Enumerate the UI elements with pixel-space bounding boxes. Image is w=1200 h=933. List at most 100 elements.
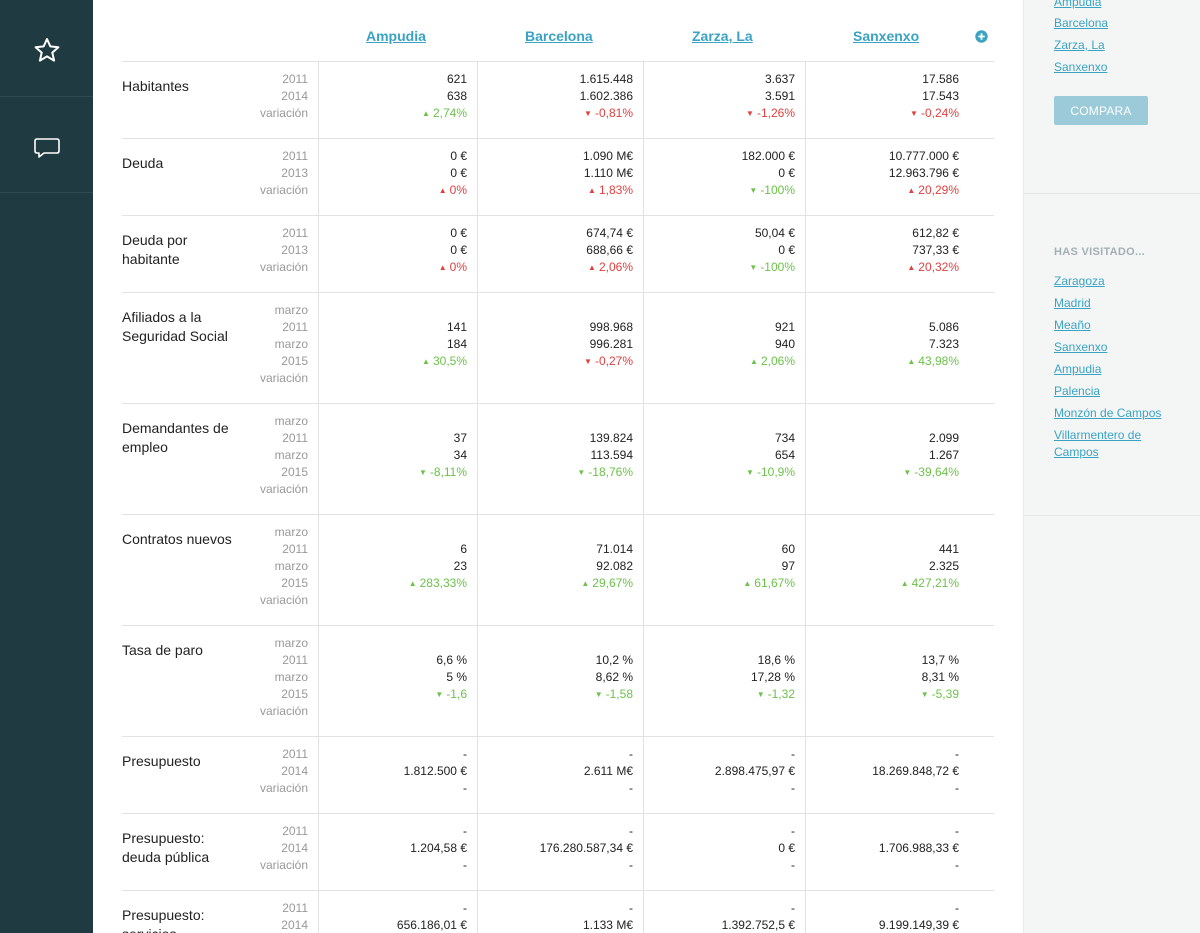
metric-value: - bbox=[791, 824, 795, 838]
visited-link[interactable]: Ampudia bbox=[1054, 362, 1102, 376]
column-divider bbox=[643, 61, 644, 138]
compare-list-item[interactable]: Sanxenxo bbox=[1054, 60, 1108, 74]
column-header-municipality[interactable]: Ampudia bbox=[366, 28, 426, 44]
row-divider bbox=[122, 61, 994, 62]
metric-value: 17.586 bbox=[922, 72, 959, 86]
column-divider bbox=[477, 625, 478, 736]
metric-value: 1.706.988,33 € bbox=[878, 841, 959, 855]
metric-value: 8,62 % bbox=[595, 670, 633, 684]
variation-value: ▼ -0,27% bbox=[584, 353, 633, 371]
variation-value: - bbox=[955, 858, 959, 872]
metric-value: 37 bbox=[453, 431, 467, 445]
period-label: 2011 bbox=[282, 542, 308, 556]
visited-link[interactable]: Villarmentero de Campos bbox=[1054, 428, 1142, 459]
variation-value: ▼ -8,11% bbox=[419, 464, 467, 482]
metric-value: - bbox=[955, 824, 959, 838]
metric-label: Deuda por habitante bbox=[122, 232, 188, 267]
metric-value: 2.898.475,97 € bbox=[714, 764, 795, 778]
column-divider bbox=[477, 813, 478, 890]
compare-list-item[interactable]: Ampudia bbox=[1054, 0, 1102, 9]
column-divider bbox=[805, 736, 806, 813]
visited-link[interactable]: Madrid bbox=[1054, 296, 1091, 310]
variation-value: - bbox=[955, 781, 959, 795]
variation-text: 43,98% bbox=[918, 354, 959, 368]
column-divider bbox=[805, 890, 806, 933]
variation-value: ▲ 29,67% bbox=[581, 575, 633, 593]
column-divider bbox=[318, 736, 319, 813]
variation-text: -5,39 bbox=[931, 687, 959, 701]
plus-circle-icon[interactable] bbox=[975, 30, 988, 43]
visited-link[interactable]: Palencia bbox=[1054, 384, 1101, 398]
variation-value: - bbox=[463, 781, 467, 795]
column-divider bbox=[318, 514, 319, 625]
column-divider bbox=[643, 813, 644, 890]
metric-value: 621 bbox=[446, 72, 467, 86]
variation-value: ▲ 2,06% bbox=[750, 353, 795, 371]
up-arrow-icon: ▲ bbox=[581, 579, 590, 588]
metric-value: 13,7 % bbox=[921, 653, 959, 667]
metric-value: - bbox=[791, 901, 795, 915]
metric-value: 18.269.848,72 € bbox=[872, 764, 959, 778]
variation-value: ▼ -10,9% bbox=[746, 464, 795, 482]
comment-button[interactable] bbox=[0, 100, 93, 196]
variation-value: ▲ 61,67% bbox=[743, 575, 795, 593]
down-arrow-icon: ▼ bbox=[903, 468, 912, 477]
compare-list-item[interactable]: Barcelona bbox=[1054, 16, 1109, 30]
down-arrow-icon: ▼ bbox=[910, 109, 918, 118]
metric-label: Tasa de paro bbox=[122, 642, 203, 658]
up-arrow-icon: ▲ bbox=[422, 109, 430, 118]
period-label: 2015 bbox=[281, 576, 308, 590]
sidebar-divider bbox=[0, 192, 93, 193]
metric-value: 734 bbox=[774, 431, 795, 445]
period-label: 2011 bbox=[282, 747, 308, 761]
period-label: 2014 bbox=[281, 764, 308, 778]
variation-value: ▲ 427,21% bbox=[901, 575, 959, 593]
column-header-municipality[interactable]: Barcelona bbox=[525, 28, 593, 44]
variation-text: -8,11% bbox=[429, 465, 467, 479]
variation-text: 2,74% bbox=[432, 106, 467, 120]
period-label: variación bbox=[259, 371, 308, 385]
column-divider bbox=[477, 403, 478, 514]
visited-link[interactable]: Monzón de Campos bbox=[1054, 406, 1162, 420]
metric-value: 92.082 bbox=[596, 559, 633, 573]
column-divider bbox=[318, 625, 319, 736]
row-divider bbox=[122, 736, 994, 737]
column-divider bbox=[477, 890, 478, 933]
column-header-municipality[interactable]: Zarza, La bbox=[692, 28, 753, 44]
metric-value: 23 bbox=[453, 559, 467, 573]
up-arrow-icon: ▲ bbox=[438, 263, 447, 272]
down-arrow-icon: ▼ bbox=[594, 690, 603, 699]
compare-list-item[interactable]: Zarza, La bbox=[1054, 38, 1105, 52]
period-label: 2015 bbox=[281, 354, 308, 368]
variation-value: ▼ -1,6 bbox=[435, 686, 467, 704]
metric-value: 921 bbox=[774, 320, 795, 334]
row-divider bbox=[122, 292, 994, 293]
row-divider bbox=[122, 514, 994, 515]
variation-text: -0,81% bbox=[594, 106, 633, 120]
column-header-municipality[interactable]: Sanxenxo bbox=[853, 28, 920, 44]
visited-link[interactable]: Meaño bbox=[1054, 318, 1091, 332]
variation-text: -0,27% bbox=[594, 354, 633, 368]
favorite-button[interactable] bbox=[0, 2, 93, 98]
metric-value: 12.963.796 € bbox=[888, 166, 959, 180]
variation-text: -100% bbox=[760, 183, 795, 197]
metric-value: 996.281 bbox=[589, 337, 633, 351]
period-label: variación bbox=[259, 593, 308, 607]
up-arrow-icon: ▲ bbox=[588, 186, 596, 195]
variation-text: 29,67% bbox=[592, 576, 633, 590]
visited-link[interactable]: Sanxenxo bbox=[1054, 340, 1108, 354]
metric-value: 184 bbox=[446, 337, 467, 351]
visited-link[interactable]: Zaragoza bbox=[1054, 274, 1105, 288]
rightbar-divider bbox=[1024, 515, 1200, 516]
metric-label: Presupuesto: servicios bbox=[122, 907, 205, 933]
variation-text: 2,06% bbox=[598, 260, 633, 274]
compare-button[interactable]: COMPARA bbox=[1054, 96, 1148, 125]
down-arrow-icon: ▼ bbox=[584, 109, 592, 118]
star-icon bbox=[34, 38, 59, 62]
metric-value: 674,74 € bbox=[586, 226, 633, 240]
column-divider bbox=[318, 813, 319, 890]
column-divider bbox=[318, 138, 319, 215]
column-divider bbox=[643, 138, 644, 215]
period-label: marzo bbox=[274, 448, 308, 462]
metric-label: Habitantes bbox=[122, 78, 189, 94]
